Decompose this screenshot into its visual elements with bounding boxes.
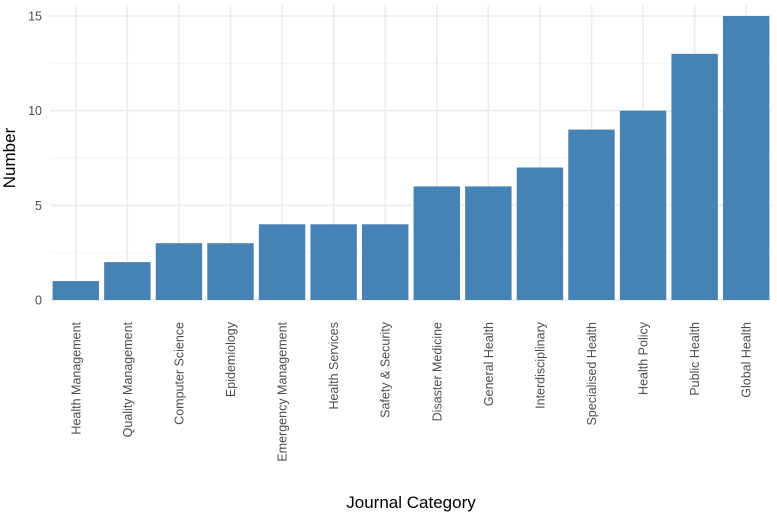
bar	[465, 186, 512, 300]
x-tick-label: General Health	[482, 322, 496, 406]
bar	[104, 262, 151, 300]
y-tick-label: 15	[28, 10, 42, 24]
bar	[362, 224, 409, 300]
x-tick-label: Emergency Management	[276, 321, 290, 461]
x-tick-label: Specialised Health	[585, 322, 599, 426]
x-tick-label: Quality Management	[121, 321, 135, 437]
bar	[155, 243, 203, 300]
y-tick-label: 10	[28, 104, 42, 118]
y-tick-label: 5	[35, 199, 42, 213]
x-tick-label: Global Health	[740, 322, 754, 398]
y-axis-ticks: 0 5 10 15	[28, 10, 42, 308]
x-tick-label: Public Health	[688, 322, 702, 396]
x-tick-label: Safety & Security	[379, 321, 393, 418]
bar	[568, 129, 615, 300]
y-axis-title: Number	[0, 127, 19, 188]
bar	[310, 224, 357, 300]
x-tick-label: Health Policy	[637, 321, 651, 395]
bar	[671, 53, 718, 300]
x-axis-title: Journal Category	[346, 493, 476, 512]
bars	[52, 16, 770, 301]
x-tick-label: Health Services	[327, 322, 341, 410]
bar	[619, 110, 667, 301]
bar	[723, 16, 770, 300]
x-axis-ticks: Health Management Quality Management Compu…	[69, 321, 753, 461]
x-tick-label: Epidemiology	[224, 321, 238, 397]
x-tick-label: Computer Science	[172, 322, 186, 425]
bar	[258, 224, 306, 300]
x-tick-label: Health Management	[69, 321, 83, 434]
y-tick-label: 0	[35, 294, 42, 308]
x-tick-label: Disaster Medicine	[430, 322, 444, 421]
bar	[413, 186, 460, 300]
bar	[52, 281, 99, 300]
x-tick-label: Interdisciplinary	[533, 321, 547, 409]
bar	[207, 243, 254, 300]
bar	[516, 167, 564, 300]
